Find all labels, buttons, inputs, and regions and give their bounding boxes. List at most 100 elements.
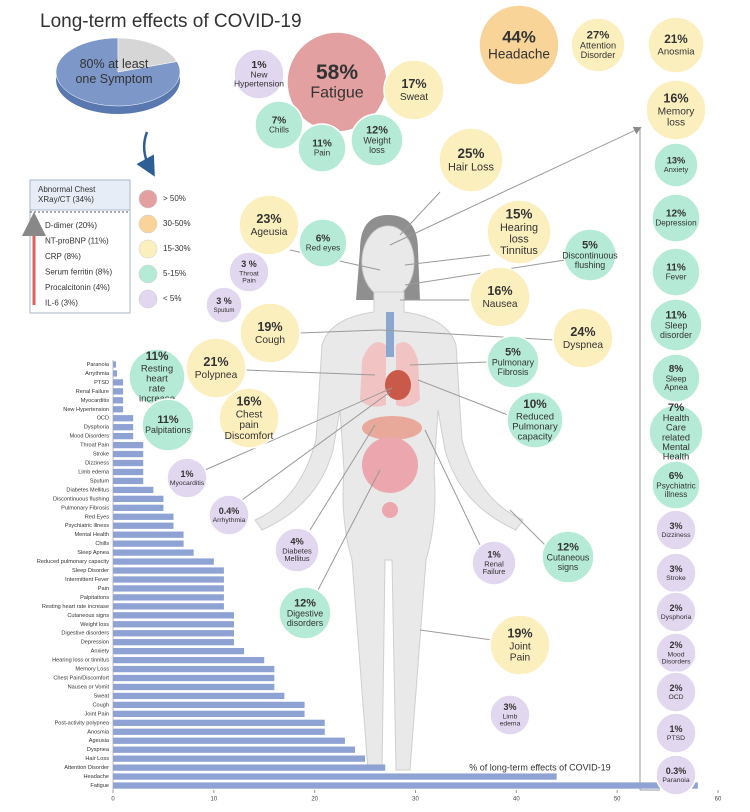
bar <box>113 728 325 735</box>
bar <box>113 486 154 494</box>
bubble <box>208 494 250 536</box>
bubble-percent: 6% <box>316 233 331 244</box>
bubble <box>185 337 247 399</box>
bubble-percent: 16% <box>663 92 688 106</box>
bubble-label: Nausea <box>482 299 517 310</box>
bubble-label: Mood Disorders <box>661 651 691 665</box>
bubble-label: Discontinuous flushing <box>562 251 618 270</box>
bar <box>113 531 184 538</box>
bubble <box>655 591 697 633</box>
bar <box>113 630 234 637</box>
title: Long-term effects of COVID-19 <box>40 11 302 32</box>
y-tick-label: Red Eyes <box>85 514 109 520</box>
bubble-label: Sleep Apnea <box>664 375 688 393</box>
y-tick-label: Hearing loss or tinnitus <box>52 658 109 664</box>
bubble-percent: 21% <box>203 355 228 369</box>
bubble-percent: 13% <box>667 156 685 166</box>
y-tick-label: Myocarditis <box>81 398 109 404</box>
bubble-label: Dysphoria <box>661 614 692 621</box>
bubble-label: Sleep disorder <box>660 321 692 340</box>
bar <box>113 621 234 628</box>
bar <box>113 468 144 476</box>
legend-swatch <box>138 189 158 209</box>
bubble <box>218 387 280 449</box>
bubble <box>471 540 517 586</box>
bubble-percent: 12% <box>666 208 686 219</box>
bubble-percent: 8% <box>669 364 684 375</box>
bubble <box>653 142 699 188</box>
bubble-percent: 3 % <box>241 259 257 269</box>
bubble-percent: 16% <box>487 284 512 298</box>
bubble-percent: 4% <box>290 537 303 547</box>
lab-item: IL-6 (3%) <box>45 299 78 308</box>
bubble <box>645 79 707 141</box>
y-tick-label: Arrythmia <box>85 371 110 377</box>
bubble <box>489 614 551 676</box>
bubble-label: Renal Failure <box>483 559 506 576</box>
bubble <box>655 712 697 754</box>
bubble <box>254 100 304 150</box>
bar <box>113 755 366 762</box>
bubble-percent: 19% <box>507 627 532 641</box>
y-tick-label: Throat Pain <box>80 443 109 449</box>
bubble-percent: 10% <box>523 398 547 411</box>
bubble <box>489 694 531 736</box>
legend-label: > 50% <box>163 194 186 203</box>
bubble-label: Reduced Pulmonary capacity <box>512 411 558 442</box>
x-tick-label: 60 <box>715 797 722 803</box>
legend-swatch <box>138 264 158 284</box>
bar <box>113 441 144 449</box>
bubble-percent: 24% <box>570 325 595 339</box>
bubble-label: Red eyes <box>306 244 340 253</box>
y-tick-label: Discontinuous flushing <box>53 496 109 502</box>
bubble <box>438 127 504 193</box>
bubble-percent: 11% <box>665 310 687 322</box>
bubble <box>563 228 617 282</box>
bubble <box>649 298 703 352</box>
bubble <box>651 353 701 403</box>
bubble-percent: 11% <box>146 350 169 363</box>
y-tick-label: Cough <box>93 702 109 708</box>
y-tick-label: Memory Loss <box>75 667 109 673</box>
bubble-label: Digestive disorders <box>287 609 324 628</box>
labs-top: Abnormal Chest XRay/CT (34%) <box>38 185 96 204</box>
labs-header <box>29 179 131 211</box>
bar <box>113 656 265 664</box>
lab-item: CRP (8%) <box>45 252 81 261</box>
y-tick-label: Nausea or Vomit <box>68 684 110 690</box>
y-tick-label: Sputum <box>90 478 110 484</box>
bubble <box>166 457 208 499</box>
bar <box>113 522 174 529</box>
bar <box>113 495 164 502</box>
y-tick-label: Anosmia <box>87 729 110 735</box>
bubble <box>238 194 300 256</box>
y-tick-label: Reduced pulmonary capacity <box>37 559 109 565</box>
bar <box>113 683 275 691</box>
y-tick-label: Chest Pain/Discomfort <box>53 676 109 682</box>
bubble-label: OCD <box>668 694 683 701</box>
bubble-label: Pain <box>314 149 330 158</box>
y-tick-label: Renal Failure <box>76 389 109 395</box>
bar <box>113 782 698 789</box>
bubble-percent: 7% <box>272 115 287 126</box>
y-tick-label: Pulmonary Fibrosis <box>61 505 109 511</box>
bubble-label: Anosmia <box>657 46 695 57</box>
bubble-label: Stroke <box>666 575 686 582</box>
bubble-label: Depression <box>655 219 696 228</box>
bar <box>113 764 386 771</box>
bubble <box>541 530 595 584</box>
bubble-label: Chest pain Discomfort <box>225 409 274 441</box>
bubble-percent: 3% <box>503 702 516 712</box>
y-tick-label: Dizziness <box>85 461 109 467</box>
body-figure <box>254 215 524 771</box>
bubble <box>655 754 697 796</box>
bar <box>113 701 305 709</box>
y-tick-label: Palpitations <box>80 595 109 601</box>
bubble-label: New Hypertension <box>234 70 284 89</box>
y-tick-label: Weight loss <box>80 622 109 628</box>
y-tick-label: Diabetes Mellitus <box>66 487 109 493</box>
bar <box>113 397 124 404</box>
bubble-label: Cutaneous signs <box>547 553 590 572</box>
bar <box>113 648 245 655</box>
bubble-label: Weight loss <box>363 136 391 155</box>
